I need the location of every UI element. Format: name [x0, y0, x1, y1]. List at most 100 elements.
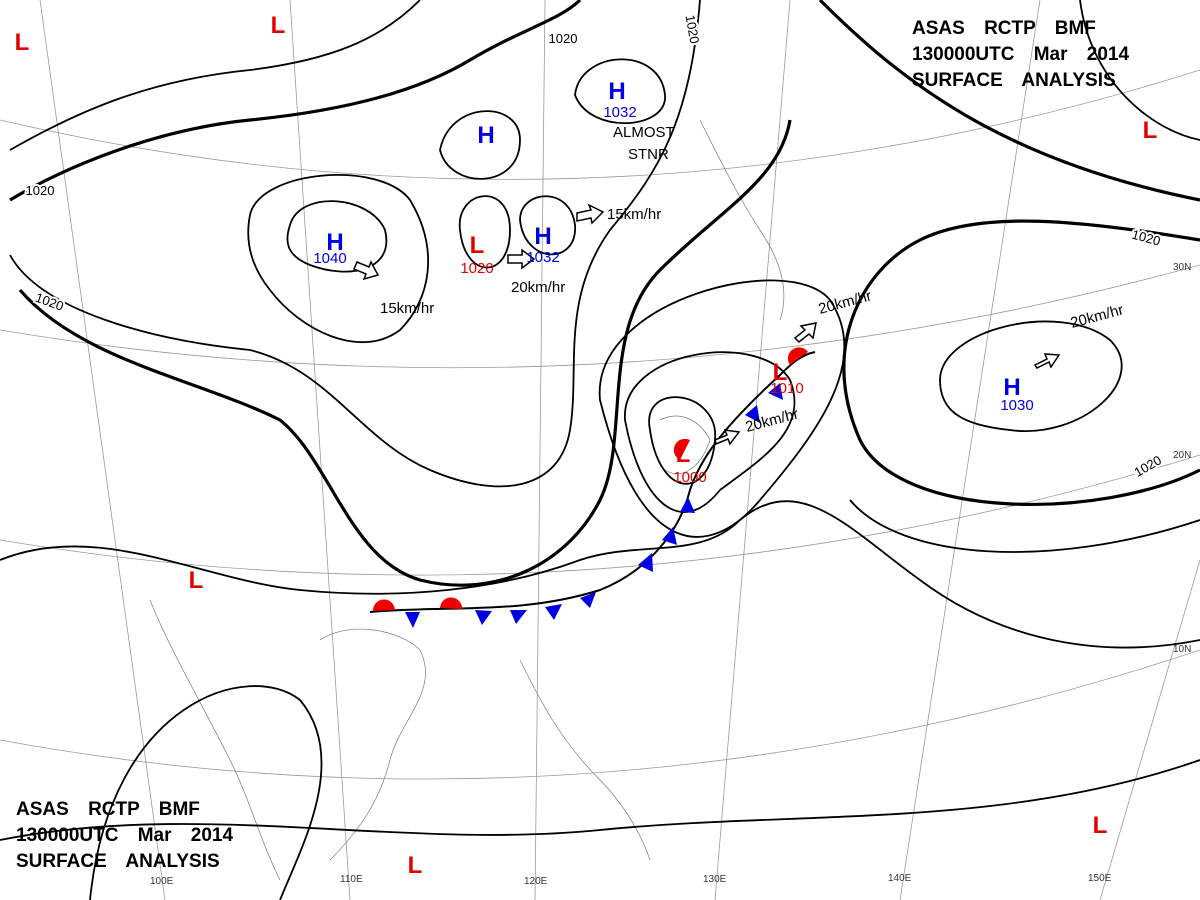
motion-arrow [507, 248, 536, 270]
longitude-label: 100E [150, 876, 174, 887]
motion-arrow [793, 322, 817, 344]
pressure-center-type: L [189, 567, 204, 594]
pressure-center-value: 1020 [460, 260, 493, 277]
latitude-line [0, 69, 1200, 180]
motion-arrow [353, 260, 380, 281]
header-line: 130000UTC Mar 2014 [912, 44, 1129, 65]
warm-front-symbol [372, 599, 395, 611]
warm-front-symbol [440, 597, 463, 609]
motion-label: 20km/hr [817, 287, 874, 317]
cold-front-symbol [662, 527, 677, 545]
isobar [18, 119, 792, 587]
isobar [849, 499, 1200, 553]
isobar-label: 1020 [683, 14, 703, 45]
pressure-center-value: 1030 [1000, 397, 1033, 414]
pressure-center-value: 1000 [673, 469, 706, 486]
footer-line: ASAS RCTP BMF [16, 799, 200, 820]
pressure-center-type: L [676, 441, 691, 468]
pressure-center-value: 1032 [603, 104, 636, 121]
pressure-center-type: H [477, 122, 494, 149]
annotation: STNR [628, 146, 669, 163]
isobar [0, 500, 1200, 649]
isobar [247, 174, 429, 344]
coastlines [149, 119, 785, 881]
longitude-line [534, 0, 546, 900]
cold-front-symbol [405, 612, 420, 628]
isobar-label: 1020 [26, 183, 55, 198]
longitude-line [899, 0, 1041, 900]
warm-front-symbols [372, 347, 808, 611]
header-line: ASAS RCTP BMF [912, 18, 1096, 39]
isobar [89, 685, 323, 900]
pressure-center-type: L [773, 359, 788, 386]
isobar [519, 195, 576, 256]
motion-arrows [353, 203, 1061, 446]
longitude-label: 140E [888, 873, 912, 884]
motion-arrow [1033, 353, 1061, 369]
isobar [939, 320, 1123, 432]
warm-front-symbol [673, 438, 690, 460]
isobar [574, 58, 666, 125]
longitude-line [1099, 559, 1200, 900]
longitude-line [289, 0, 351, 900]
latitude-line [0, 649, 1200, 780]
motion-label: 15km/hr [380, 300, 434, 317]
latitude-line [0, 264, 1200, 369]
isobar [9, 0, 421, 151]
coastline [319, 628, 426, 861]
cold-front-symbol [580, 592, 596, 608]
cold-front-symbol [768, 383, 783, 400]
pressure-center-type: H [534, 223, 551, 250]
cold-front-symbol [510, 610, 527, 624]
pressure-center-type: H [1003, 374, 1020, 401]
pressure-center-type: L [408, 852, 423, 879]
isobar [1079, 0, 1200, 141]
footer-line: 130000UTC Mar 2014 [16, 825, 233, 846]
annotation: ALMOST [613, 124, 675, 141]
isobar [458, 195, 511, 269]
motion-label: 20km/hr [511, 279, 565, 296]
pressure-center-value: 1032 [526, 249, 559, 266]
isobar [286, 200, 388, 273]
pressure-center-type: H [326, 229, 343, 256]
motion-label: 20km/hr [1069, 301, 1126, 331]
header-line: SURFACE ANALYSIS [912, 70, 1116, 91]
latitude-label: 30N [1173, 262, 1191, 273]
motion-label: 15km/hr [607, 206, 661, 223]
coastline [149, 599, 281, 881]
latitude-label: 20N [1173, 450, 1191, 461]
latitude-label: 10N [1173, 644, 1191, 655]
footer-line: SURFACE ANALYSIS [16, 851, 220, 872]
longitude-line [714, 0, 791, 900]
pressure-center-type: L [1143, 117, 1158, 144]
stationary-front-line [369, 351, 816, 613]
pressure-center-type: L [15, 29, 30, 56]
isobar [0, 759, 1200, 841]
front [369, 347, 816, 628]
pressure-center-type: L [1093, 812, 1108, 839]
cold-front-symbols [405, 383, 783, 628]
isobar [439, 110, 521, 180]
coastline [519, 659, 651, 861]
coastline [699, 119, 785, 321]
longitude-line [39, 0, 166, 900]
longitude-label: 150E [1088, 873, 1112, 884]
isobar [9, 0, 701, 488]
warm-front-symbol [787, 347, 808, 365]
pressure-center-value: 1010 [770, 380, 803, 397]
cold-front-symbol [745, 405, 760, 423]
isobar [599, 279, 846, 538]
isobar-label: 1020 [1130, 227, 1162, 249]
labels: ASAS RCTP BMF 130000UTC Mar 2014 SURFACE A… [15, 12, 1192, 887]
pressure-center-type: L [470, 232, 485, 259]
cold-front-symbol [475, 610, 492, 625]
cold-front-symbol [638, 553, 653, 572]
motion-arrow [714, 429, 741, 446]
pressure-center-type: L [271, 12, 286, 39]
isobar-label: 1020 [549, 31, 578, 46]
motion-arrow [576, 203, 605, 225]
coastline [659, 415, 711, 475]
